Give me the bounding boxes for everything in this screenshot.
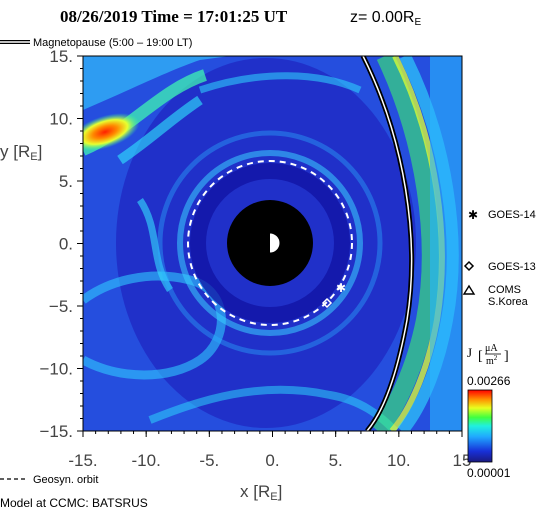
colorbar-unit-open: [ — [478, 349, 483, 364]
geosyn-legend: Geosyn. orbit — [0, 474, 98, 486]
magnetopause-label: Magnetopause (5:00 – 19:00 LT) — [33, 37, 192, 49]
colorbar-gradient — [467, 389, 493, 463]
y-axis-ticks: 15. 10. 5. 0. −5. −10. −15. — [39, 47, 83, 441]
x-tick-label: 0. — [265, 451, 279, 470]
goes-13-legend-icon — [463, 260, 475, 272]
x-tick-label: -10. — [132, 451, 161, 470]
y-axis-label: y [RE] — [0, 142, 42, 163]
y-tick-label: 15. — [49, 47, 73, 66]
y-tick-label: −15. — [39, 422, 73, 441]
coms-label-line1: COMS — [488, 284, 521, 296]
x-tick-label: 15 — [453, 451, 472, 470]
colorbar-unit-close: ] — [504, 349, 509, 364]
colorbar-label: J — [467, 345, 472, 360]
y-tick-label: 10. — [49, 110, 73, 129]
goes-13-label: GOES-13 — [488, 261, 536, 273]
colorbar-max-label: 0.00266 — [467, 374, 511, 388]
geosyn-orbit — [187, 160, 353, 326]
y-tick-label: 5. — [59, 172, 73, 191]
colorbar-unit-numerator: μA — [485, 343, 498, 354]
x-axis-ticks: -15. -10. -5. 0. 5. 10. 15 — [68, 431, 471, 470]
earth-icon — [259, 232, 281, 254]
goes-14-label: GOES-14 — [488, 209, 536, 221]
x-tick-label: -5. — [199, 451, 219, 470]
y-tick-label: −5. — [49, 297, 73, 316]
x-axis-label: x [RE] — [240, 482, 282, 503]
plot-title: 08/26/2019 Time = 17:01:25 UT — [60, 7, 288, 26]
colorbar-min-label: 0.00001 — [467, 466, 511, 480]
satellite-legend: ✱ GOES-14 GOES-13 COMS S.Korea — [462, 208, 536, 308]
colorbar: J [ μA m2 ] 0.00266 0.00001 — [467, 343, 511, 480]
goes-14-marker: ✱ — [336, 281, 346, 295]
x-tick-label: 10. — [387, 451, 411, 470]
magnetopause-legend: Magnetopause (5:00 – 19:00 LT) — [0, 37, 192, 49]
x-tick-label: -15. — [68, 451, 97, 470]
geosyn-label: Geosyn. orbit — [33, 474, 98, 486]
goes-13-marker — [321, 297, 333, 309]
y-tick-label: 0. — [59, 235, 73, 254]
svg-text:✱: ✱ — [336, 281, 346, 295]
y-tick-label: −10. — [39, 360, 73, 379]
x-tick-label: 5. — [329, 451, 343, 470]
z-label: z= 0.00RE — [350, 9, 421, 28]
model-credit: Model at CCMC: BATSRUS — [0, 496, 148, 510]
goes-14-legend-icon: ✱ — [468, 208, 478, 222]
coms-legend-icon — [462, 284, 476, 295]
current-density-heatmap: ✱ — [83, 56, 462, 431]
coms-label-line2: S.Korea — [488, 296, 529, 308]
colorbar-unit-denominator: m2 — [486, 354, 498, 367]
